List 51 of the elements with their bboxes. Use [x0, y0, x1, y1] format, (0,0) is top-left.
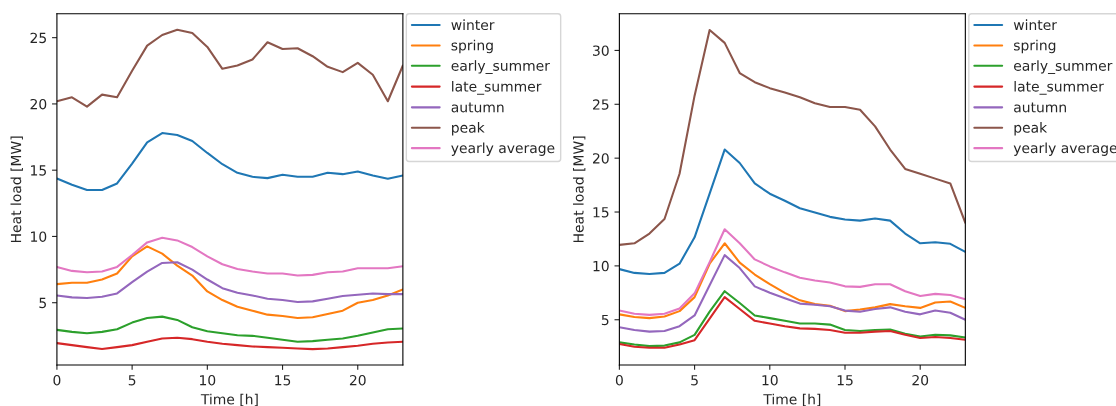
legend-label: early_summer: [451, 60, 550, 74]
line-series: [56, 336, 403, 351]
y-tick-label: 10: [31, 231, 47, 242]
legend-label: yearly average: [1013, 142, 1116, 156]
y-tick-label: 15: [593, 207, 609, 218]
y-tick-label: 25: [593, 99, 609, 110]
y-axis-title: Heat load [MW]: [10, 136, 23, 243]
x-tick-label: 15: [275, 375, 291, 386]
y-tick-label: 25: [30, 32, 46, 44]
legend-label: spring: [1014, 39, 1056, 54]
legend-label: winter: [1013, 19, 1057, 31]
y-tick-label: 15: [31, 165, 46, 176]
y-tick-label: 10: [593, 260, 609, 272]
line-series: [56, 28, 403, 108]
x-axis-title: Time [h]: [200, 393, 258, 406]
x-tick-label: 0: [53, 374, 61, 386]
legend-label: late_summer: [452, 80, 542, 95]
x-tick-label: 20: [349, 374, 366, 386]
x-tick-label: 15: [837, 375, 853, 386]
y-tick-label: 20: [593, 153, 609, 164]
x-axis-title: Time [h]: [763, 393, 821, 406]
y-axis-title: Heat load [MW]: [572, 136, 586, 243]
x-tick-label: 5: [691, 375, 698, 386]
line-series: [56, 245, 403, 319]
x-tick-label: 20: [912, 374, 929, 386]
y-tick-label: 5: [39, 297, 46, 309]
legend-label: early_summer: [1014, 60, 1113, 74]
line-series: [56, 315, 403, 343]
x-tick-label: 10: [762, 374, 778, 386]
x-tick-label: 10: [200, 374, 216, 386]
legend-label: yearly average: [451, 142, 555, 156]
legend-label: spring: [451, 39, 493, 54]
x-tick-label: 5: [128, 375, 136, 386]
line-series: [56, 236, 403, 277]
y-tick-label: 20: [30, 98, 47, 110]
legend-label: peak: [1014, 122, 1048, 136]
legend-label: peak: [452, 122, 485, 136]
line-series: [619, 254, 966, 333]
legend-label: autumn: [1014, 102, 1066, 113]
line-series: [619, 228, 966, 316]
line-series: [619, 148, 966, 275]
line-series: [619, 28, 966, 246]
legend-label: winter: [451, 19, 495, 31]
legend-label: autumn: [451, 102, 504, 113]
line-series: [619, 242, 966, 320]
line-series: [56, 261, 403, 304]
y-tick-label: 5: [601, 314, 609, 326]
line-series: [56, 132, 403, 192]
legend-label: late_summer: [1014, 80, 1104, 95]
y-tick-label: 30: [593, 45, 609, 56]
x-tick-label: 0: [615, 374, 623, 386]
